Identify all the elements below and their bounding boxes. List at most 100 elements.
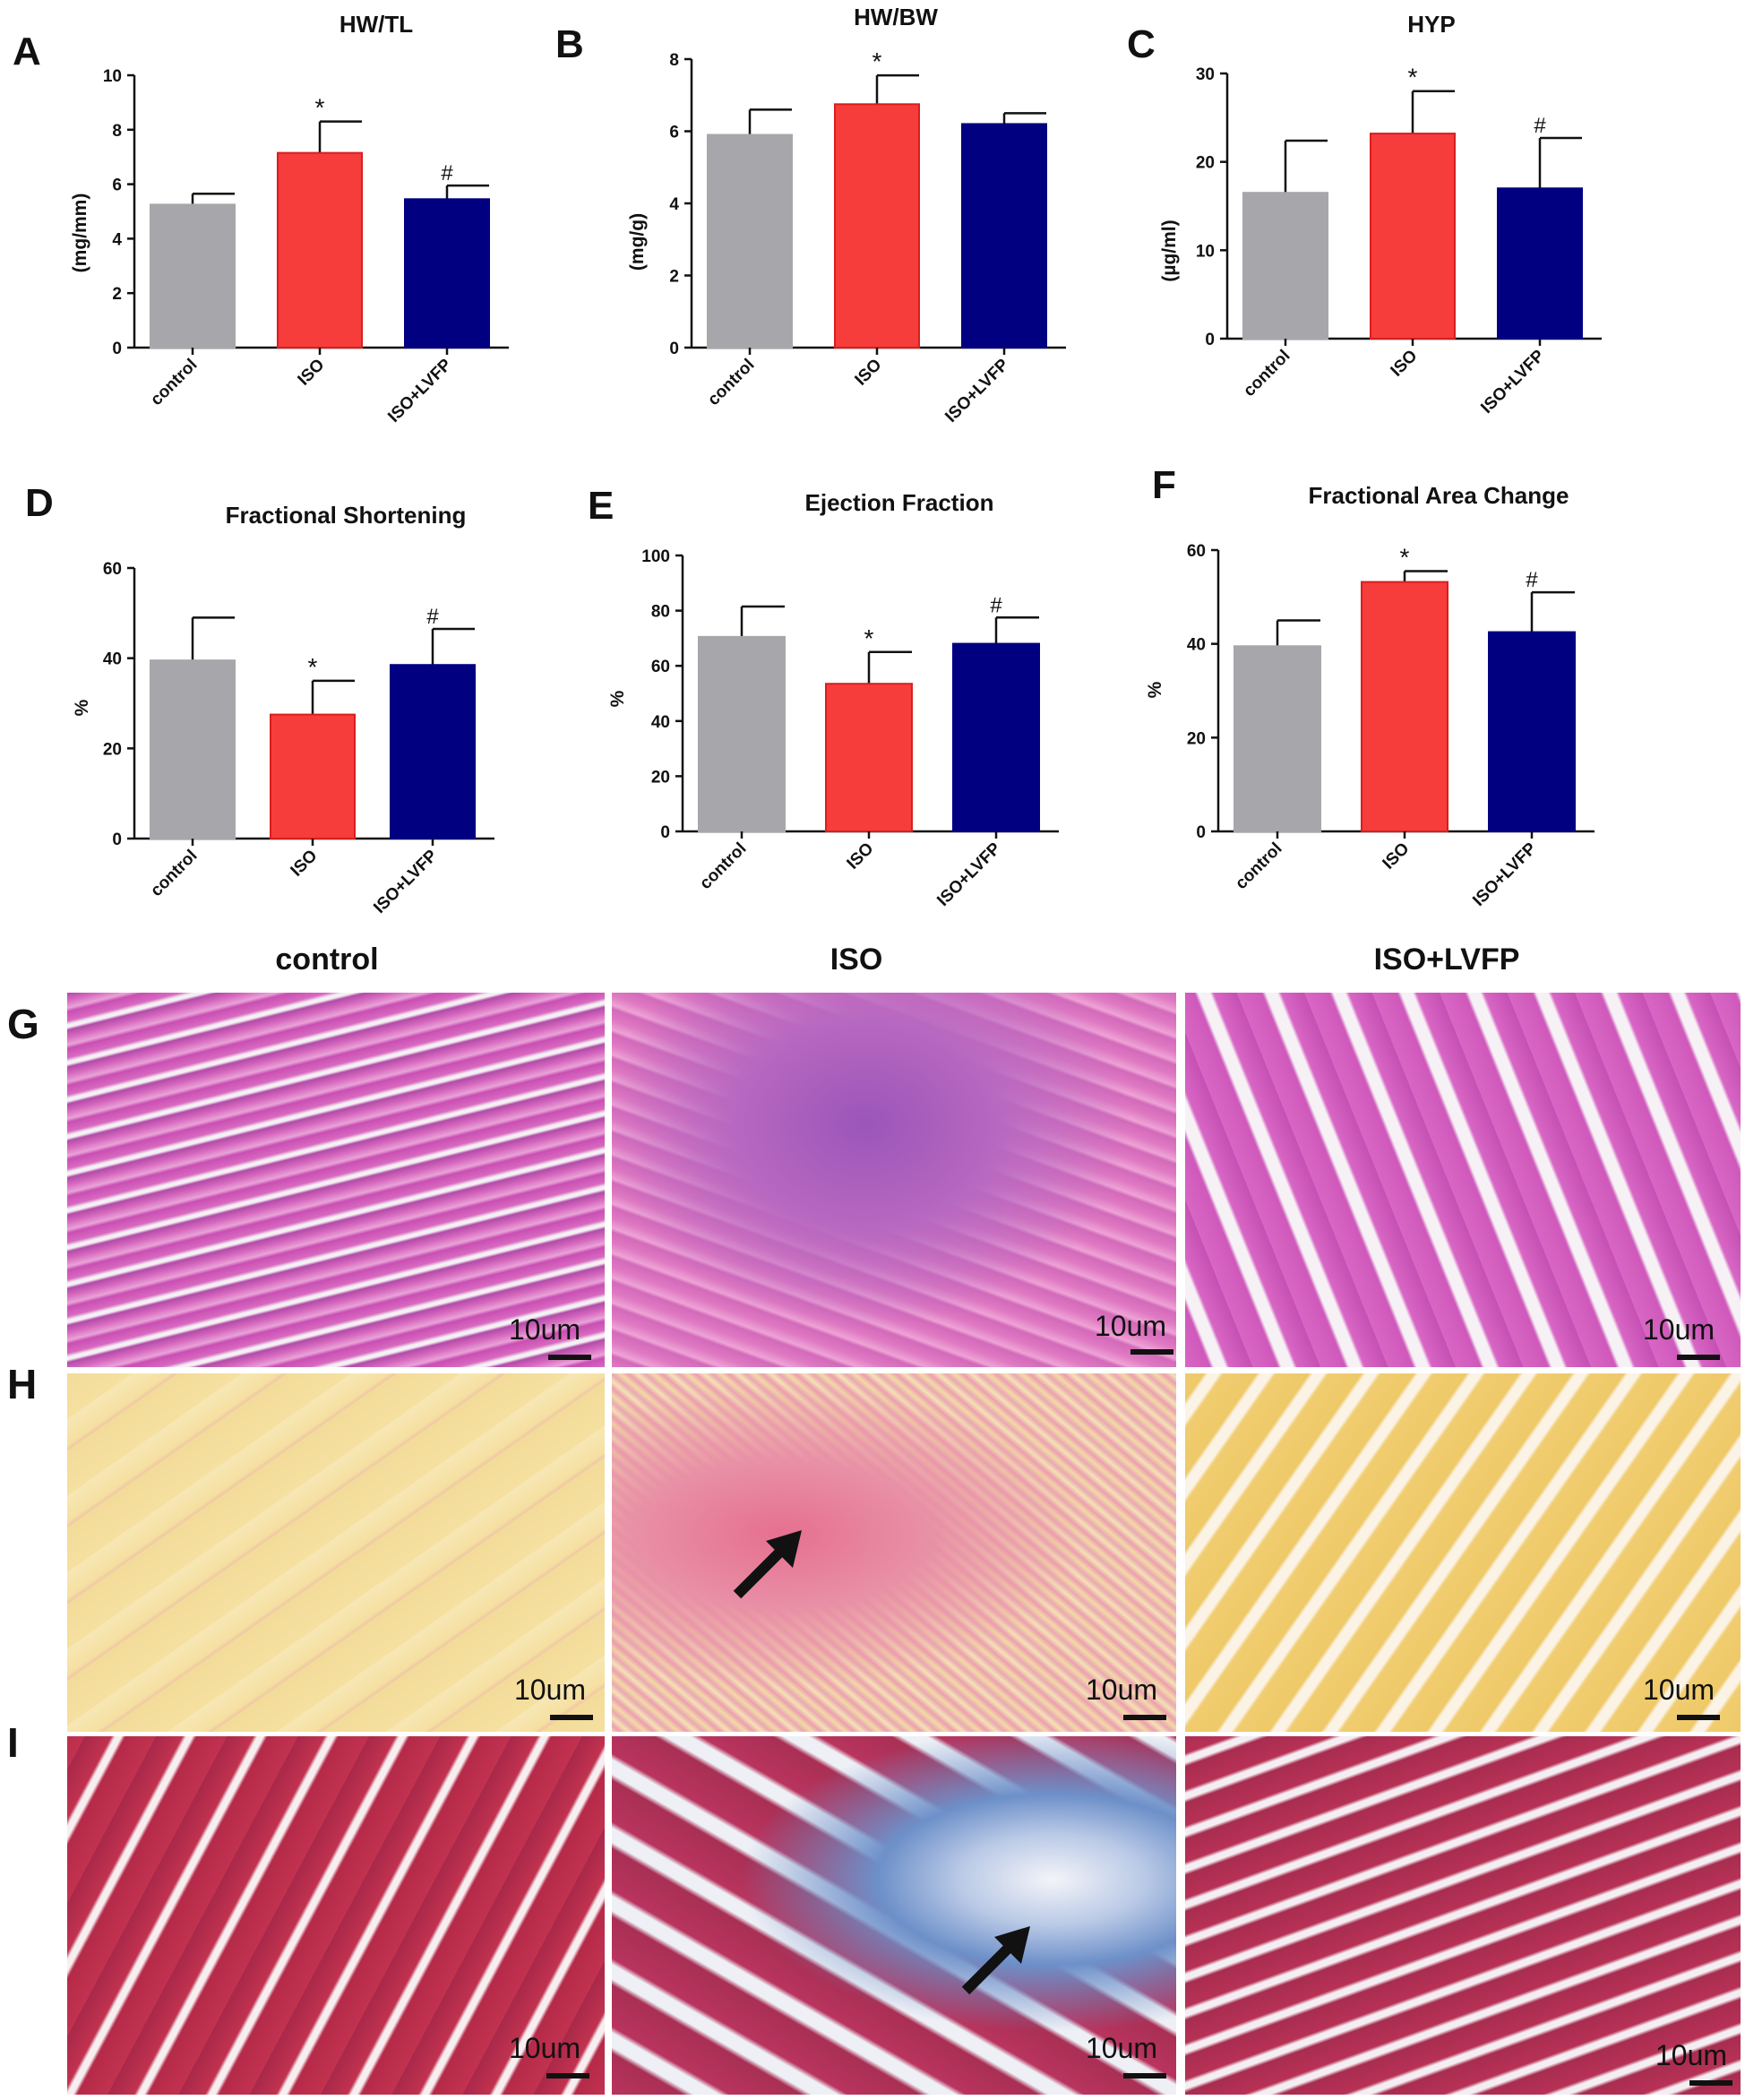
significance-mark-e: #: [990, 593, 1002, 617]
bar-f-iso-lvfp: [1488, 631, 1576, 832]
chart-title-c: HYP: [1407, 11, 1455, 38]
bar-d-control: [150, 659, 236, 840]
bar-d-iso: [270, 713, 356, 839]
bar-e-control: [698, 635, 786, 832]
micrograph-sirius-iso: [612, 1373, 1176, 1732]
y-tick-label-a: 0: [112, 340, 122, 358]
micrograph-masson-iso: [612, 1736, 1176, 2095]
y-tick-label-c: 20: [1196, 154, 1215, 173]
significance-mark-b: *: [872, 47, 882, 75]
panel-label-a: A: [13, 30, 41, 73]
arrow-icon-sirius-iso: [733, 1530, 802, 1599]
x-tick-label-b: ISO: [852, 356, 886, 390]
histology-column-title-iso: ISO: [830, 942, 883, 977]
micrograph-he-control: [67, 993, 605, 1367]
y-tick-label-f: 40: [1187, 636, 1206, 655]
bar-c-iso: [1370, 133, 1456, 340]
bar-e-iso-lvfp: [952, 642, 1040, 832]
panel-label-b: B: [555, 22, 584, 66]
x-tick-label-c: ISO: [1388, 347, 1422, 381]
scale-bar-i-control: [546, 2073, 589, 2078]
chart-title-d: Fractional Shortening: [226, 502, 467, 529]
scale-label-g-control: 10um: [509, 1313, 581, 1346]
scale-label-i-control: 10um: [509, 2032, 581, 2064]
scale-bar-i-iso: [1123, 2073, 1166, 2078]
y-tick-label-c: 0: [1205, 331, 1215, 349]
y-tick-label-e: 60: [651, 658, 670, 676]
x-tick-label-a: control: [147, 356, 201, 409]
bar-charts-area: A HW/TL (mg/mm) 0 2 4 6 8 10 control ISO * ISO+LVFP #…: [13, 4, 1602, 917]
bar-b-iso-lvfp: [961, 123, 1047, 349]
significance-mark-d: #: [426, 605, 439, 629]
micrograph-he-iso-lvfp: [1185, 993, 1741, 1367]
micrograph-sirius-control: [67, 1373, 605, 1732]
y-tick-label-b: 0: [669, 340, 679, 358]
x-tick-label-b: control: [704, 356, 758, 409]
y-tick-label-d: 20: [103, 740, 122, 759]
y-tick-label-a: 8: [112, 122, 122, 141]
x-tick-label-a: ISO+LVFP: [384, 355, 455, 426]
bar-b-iso: [834, 103, 920, 349]
panel-label-f: F: [1152, 463, 1176, 507]
bar-e-iso: [825, 683, 913, 832]
chart-title-f: Fractional Area Change: [1309, 482, 1569, 509]
y-tick-label-b: 4: [669, 195, 679, 214]
chart-title-e: Ejection Fraction: [805, 489, 994, 516]
y-tick-label-f: 20: [1187, 729, 1206, 748]
scale-bar-i-iso-lvfp: [1689, 2080, 1732, 2086]
y-tick-label-b: 2: [669, 268, 679, 287]
x-tick-label-e: ISO+LVFP: [933, 839, 1004, 909]
bar-c-iso-lvfp: [1497, 187, 1583, 340]
significance-mark-c: #: [1534, 114, 1546, 138]
y-tick-label-e: 0: [660, 823, 670, 842]
y-tick-label-c: 30: [1196, 65, 1215, 84]
significance-mark-c: *: [1408, 64, 1418, 91]
scale-label-i-iso: 10um: [1086, 2032, 1158, 2064]
y-tick-label-f: 0: [1196, 823, 1206, 842]
x-tick-label-b: ISO+LVFP: [941, 355, 1012, 426]
x-tick-label-c: control: [1240, 347, 1294, 400]
micrograph-masson-control: [67, 1736, 605, 2095]
panel-label-e: E: [588, 484, 614, 528]
bar-f-control: [1234, 645, 1321, 832]
y-tick-label-e: 40: [651, 713, 670, 732]
y-axis-label-c: (µg/ml): [1159, 219, 1180, 281]
bar-a-iso-lvfp: [404, 198, 490, 349]
x-tick-label-e: control: [696, 839, 750, 893]
bar-b-control: [707, 133, 793, 349]
scale-bar-g-control: [548, 1355, 591, 1360]
x-tick-label-a: ISO: [295, 356, 329, 390]
histology-column-title-control: control: [275, 942, 379, 977]
bar-d-iso-lvfp: [390, 664, 476, 840]
y-tick-label-c: 10: [1196, 242, 1215, 261]
micrograph-masson-iso-lvfp: [1185, 1736, 1741, 2095]
panel-label-c: C: [1127, 22, 1156, 66]
panel-label-d: D: [25, 481, 54, 525]
y-tick-label-d: 60: [103, 560, 122, 579]
y-tick-label-d: 0: [112, 831, 122, 849]
x-tick-label-d: control: [147, 847, 201, 900]
chart-title-b: HW/BW: [854, 4, 938, 30]
y-tick-label-e: 20: [651, 768, 670, 787]
significance-mark-d: *: [308, 653, 318, 681]
scale-label-h-iso-lvfp: 10um: [1643, 1674, 1715, 1706]
scale-bar-g-iso-lvfp: [1677, 1355, 1720, 1360]
y-tick-label-a: 4: [112, 230, 122, 249]
significance-mark-f: *: [1400, 544, 1410, 572]
y-tick-label-a: 6: [112, 176, 122, 195]
chart-title-a: HW/TL: [340, 11, 413, 38]
bar-f-iso: [1361, 581, 1448, 832]
y-axis-label-d: %: [72, 699, 92, 716]
scale-label-h-control: 10um: [514, 1674, 587, 1706]
bar-a-iso: [277, 151, 363, 349]
y-axis-label-e: %: [607, 690, 628, 707]
x-tick-label-f: ISO: [1380, 839, 1414, 874]
bar-c-control: [1242, 192, 1328, 340]
arrow-icon-masson-iso: [961, 1926, 1030, 1995]
y-tick-label-f: 60: [1187, 542, 1206, 561]
x-tick-label-d: ISO+LVFP: [370, 846, 441, 917]
y-axis-label-f: %: [1145, 681, 1165, 698]
y-tick-label-b: 6: [669, 124, 679, 142]
x-tick-label-f: ISO+LVFP: [1469, 839, 1540, 909]
panel-label-h: H: [7, 1361, 38, 1407]
